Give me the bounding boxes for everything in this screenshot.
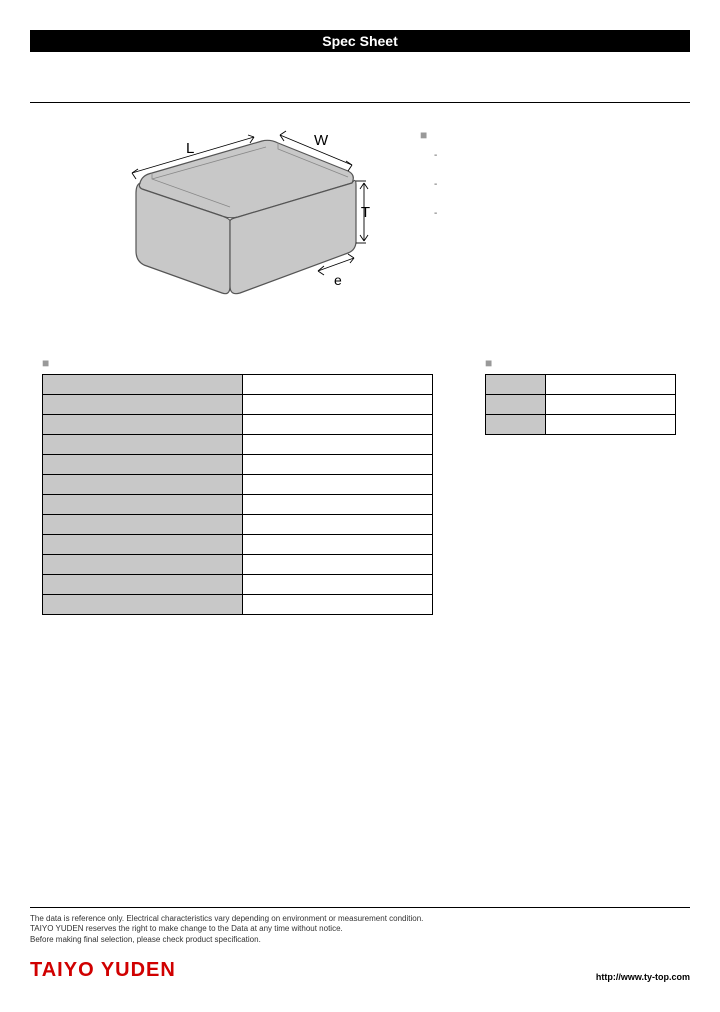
spec-table-heading: ■	[42, 356, 433, 370]
table-row	[43, 575, 433, 595]
packaging-table	[485, 374, 676, 435]
table-row	[43, 435, 433, 455]
table-row	[43, 375, 433, 395]
spec-table-section: ■	[42, 356, 433, 615]
disclaimer-line: Before making final selection, please ch…	[30, 935, 690, 945]
page: Spec Sheet	[0, 0, 720, 1012]
divider-bottom	[30, 907, 690, 908]
packaging-table-section: ■	[485, 356, 676, 615]
square-bullet-icon: ■	[420, 128, 427, 142]
table-row	[43, 415, 433, 435]
dim-label-l: L	[186, 140, 194, 157]
table-row	[43, 595, 433, 615]
company-url: http://www.ty-top.com	[596, 972, 690, 982]
upper-section: L W T e ■ - - -	[30, 123, 690, 316]
square-bullet-icon: ■	[485, 356, 492, 370]
disclaimer-line: TAIYO YUDEN reserves the right to make c…	[30, 924, 690, 934]
square-bullet-icon: ■	[42, 356, 49, 370]
company-logo: TAIYO YUDEN	[30, 959, 176, 982]
table-row	[486, 415, 676, 435]
page-title: Spec Sheet	[322, 33, 397, 49]
disclaimer-line: The data is reference only. Electrical c…	[30, 914, 690, 924]
spec-table	[42, 374, 433, 615]
divider-top	[30, 102, 690, 103]
component-diagram: L W T e	[30, 123, 360, 316]
title-bar: Spec Sheet	[30, 30, 690, 52]
footer-row: TAIYO YUDEN http://www.ty-top.com	[30, 959, 690, 982]
table-row	[43, 555, 433, 575]
features-section: ■ - - -	[360, 123, 690, 316]
feature-item: -	[434, 179, 690, 190]
table-row	[43, 495, 433, 515]
dim-label-e: e	[334, 272, 342, 288]
table-row	[43, 455, 433, 475]
features-heading: ■	[420, 128, 690, 142]
feature-item: -	[434, 150, 690, 161]
dim-label-w: W	[314, 132, 329, 149]
packaging-table-heading: ■	[485, 356, 676, 370]
table-row	[43, 535, 433, 555]
table-row	[43, 475, 433, 495]
disclaimer: The data is reference only. Electrical c…	[30, 914, 690, 945]
table-row	[43, 515, 433, 535]
tables-row: ■ ■	[30, 356, 690, 615]
table-row	[43, 395, 433, 415]
table-row	[486, 375, 676, 395]
feature-item: -	[434, 208, 690, 219]
footer: The data is reference only. Electrical c…	[30, 907, 690, 982]
table-row	[486, 395, 676, 415]
